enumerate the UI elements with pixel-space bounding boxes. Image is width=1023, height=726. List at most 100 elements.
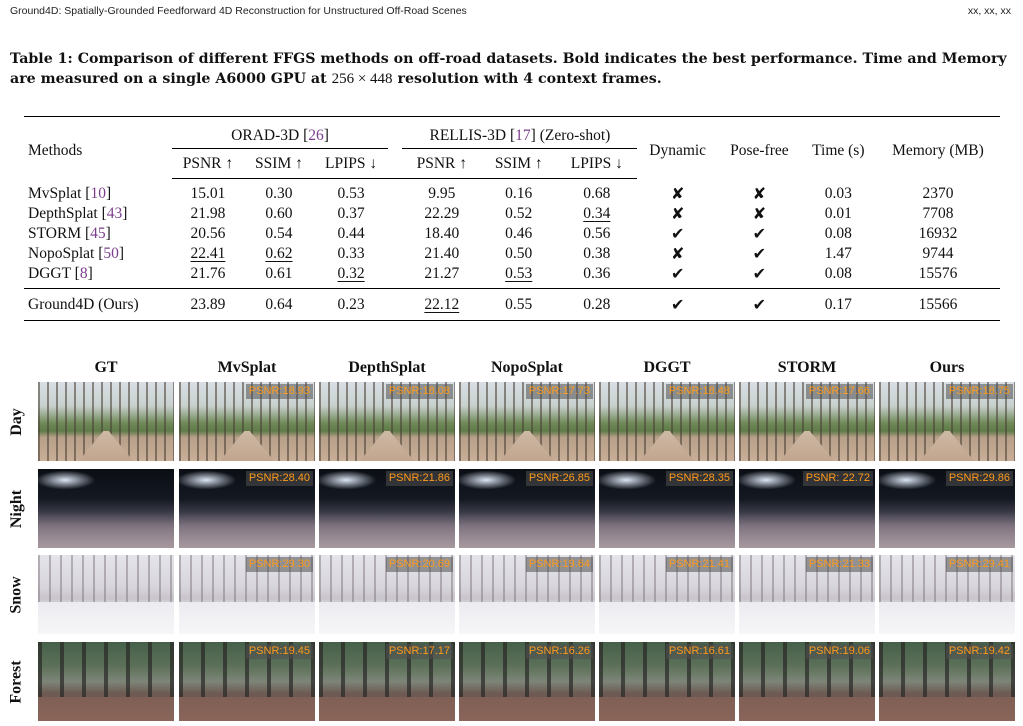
row-label-forest: Forest [8,659,25,704]
render-image-night-mvsplat: PSNR:28.40 [179,469,315,548]
cell: 0.16 [505,185,533,202]
render-image-forest-mvsplat: PSNR:19.45 [179,642,315,721]
render-image-forest-storm: PSNR:19.06 [739,642,875,721]
cell: 0.01 [824,205,852,222]
cell-second: 0.34 [583,205,611,222]
column-header-ours: Ours [929,359,965,376]
row-label-snow: Snow [8,575,26,614]
cell: 15.01 [190,185,226,202]
cell: 0.08 [824,225,852,242]
caption-text-1: Table 1: Comparison of different FFGS me… [10,51,1007,87]
method-name: DepthSplat [43] [28,205,128,222]
render-image-snow-gt [38,555,174,634]
running-header-title: Ground4D: Spatially-Grounded Feedforward… [10,5,467,17]
cell: 0.38 [583,245,611,262]
table-row: DepthSplat [43] 21.98 0.60 0.37 22.29 0.… [24,204,1000,224]
table-row: STORM [45] 20.56 0.54 0.44 18.40 0.46 0.… [24,224,1000,244]
psnr-label: PSNR:29.41 [945,557,1013,572]
table-caption: Table 1: Comparison of different FFGS me… [10,49,1018,89]
psnr-label: PSNR:21.86 [385,471,453,486]
cell: 0.03 [824,184,852,202]
cell-best: 0.28 [556,288,638,321]
dynamic-cross-icon: ✘ [670,183,685,203]
render-image-forest-gt [38,642,174,721]
render-image-forest-ours: PSNR:19.42 [879,642,1015,721]
render-image-forest-depthsplat: PSNR:17.17 [319,642,455,721]
render-image-day-noposplat: PSNR:17.73 [459,382,595,461]
psnr-label: PSNR:28.40 [245,471,313,486]
psnr-label: PSNR:19.42 [945,644,1013,659]
render-image-day-ours: PSNR:18.75 [879,382,1015,461]
cell: 15576 [918,265,958,282]
metric-header: LPIPS ↓ [556,148,638,179]
render-image-night-dggt: PSNR:28.35 [599,469,735,548]
psnr-label: PSNR:19.64 [525,557,593,572]
results-table: Methods ORAD-3D [26] RELLIS-3D [17] (Zer… [24,116,1000,321]
cell: 0.17 [800,288,876,321]
qualitative-figure: GT MvSplat DepthSplat NopoSplat DGGT STORM Our… [0,356,1023,726]
render-image-snow-noposplat: PSNR:19.64 [459,555,595,634]
column-header-gt: GT [94,359,118,376]
posefree-check-icon: ✔ [717,288,801,321]
cell: 0.68 [583,185,611,202]
row-label-night: Night [8,489,26,528]
method-name: NopoSplat [50] [28,245,125,262]
metric-header: SSIM ↑ [244,148,314,179]
group-header-orad: ORAD-3D [26] [171,116,389,149]
cell: 0.50 [505,245,533,262]
cell: 0.44 [337,225,365,242]
psnr-label: PSNR:17.66 [805,384,873,399]
cell: 7708 [922,205,954,222]
column-header-noposplat: NopoSplat [490,359,564,376]
metric-header: SSIM ↑ [481,148,557,179]
cell: 2370 [922,184,954,202]
psnr-label: PSNR:26.85 [525,471,593,486]
dynamic-check-icon: ✔ [670,224,685,243]
time-header: Time (s) [812,141,865,159]
cell: 0.08 [824,265,852,282]
psnr-label: PSNR:17.17 [385,644,453,659]
column-header-depthsplat: DepthSplat [348,359,426,376]
psnr-label: PSNR:18.48 [665,384,733,399]
psnr-label: PSNR:29.30 [245,557,313,572]
psnr-label: PSNR:21.41 [665,557,733,572]
cell-best: 23.89 [171,288,245,321]
render-image-day-mvsplat: PSNR:18.93 [179,382,315,461]
method-name: Ground4D (Ours) [24,288,172,321]
metric-header: PSNR ↑ [402,148,482,179]
cell: 0.36 [583,265,611,282]
cell: 21.40 [424,245,460,262]
cell: 21.27 [424,265,460,282]
psnr-label: PSNR:17.73 [525,384,593,399]
memory-header: Memory (MB) [892,141,984,159]
render-image-night-gt [38,469,174,548]
row-label-day: Day [8,407,25,436]
render-image-night-depthsplat: PSNR:21.86 [319,469,455,548]
psnr-label: PSNR:28.35 [665,471,733,486]
render-image-forest-dggt: PSNR:16.61 [599,642,735,721]
render-image-day-depthsplat: PSNR:18.08 [319,382,455,461]
cell-second: 22.12 [402,288,482,321]
psnr-label: PSNR:19.45 [245,644,313,659]
table-row: DGGT [8] 21.76 0.61 0.32 21.27 0.53 0.36… [24,264,1000,289]
cell-second: 0.32 [337,265,365,282]
render-image-night-storm: PSNR: 22.72 [739,469,875,548]
cell: 0.46 [505,225,533,242]
render-image-forest-noposplat: PSNR:16.26 [459,642,595,721]
method-name: DGGT [8] [28,265,93,282]
render-image-day-storm: PSNR:17.66 [739,382,875,461]
table-row-ours: Ground4D (Ours) 23.89 0.64 0.23 22.12 0.… [24,288,1000,321]
metric-header: LPIPS ↓ [313,148,389,179]
cell-best: 22.29 [424,205,460,222]
psnr-label: PSNR:18.08 [385,384,453,399]
render-image-night-ours: PSNR:29.86 [879,469,1015,548]
dynamic-check-icon: ✔ [670,264,685,283]
column-header-mvsplat: MvSplat [217,359,277,376]
dynamic-header: Dynamic [649,141,707,159]
dynamic-cross-icon: ✘ [670,204,685,223]
render-image-day-gt [38,382,174,461]
posefree-cross-icon: ✘ [752,183,767,203]
render-image-snow-storm: PSNR:21.33 [739,555,875,634]
dynamic-check-icon: ✔ [637,288,718,321]
render-image-snow-dggt: PSNR:21.41 [599,555,735,634]
